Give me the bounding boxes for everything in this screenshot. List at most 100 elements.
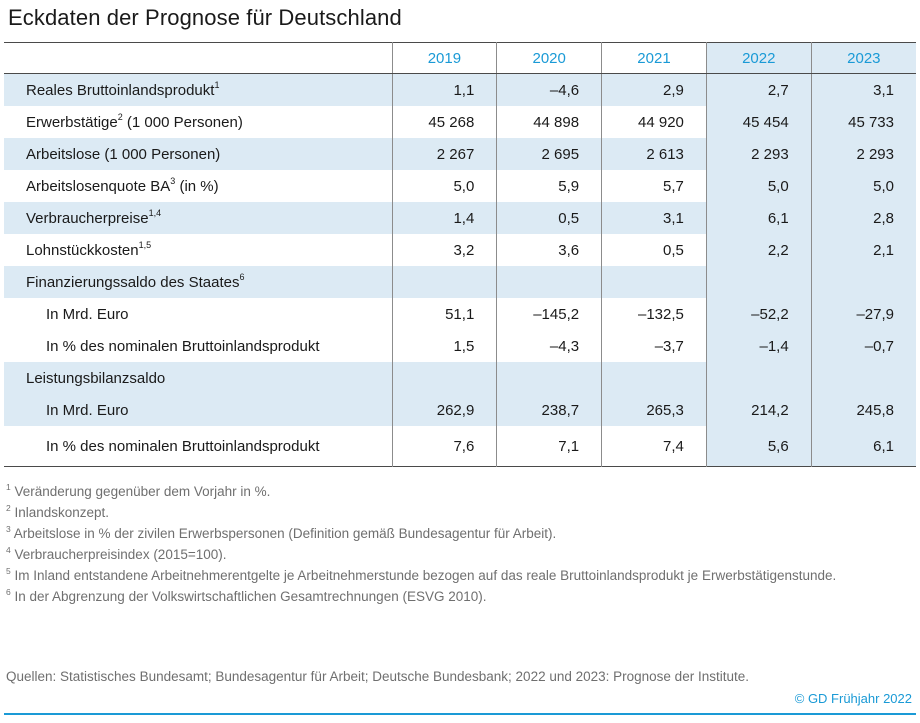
value-cell: 6,1 [705, 202, 812, 234]
forecast-table: 2019 2020 2021 2022 2023 Reales Bruttoin… [4, 42, 916, 467]
row-label: In % des nominalen Bruttoinlandsprodukt [46, 337, 320, 355]
value-cell: 45 733 [810, 106, 916, 138]
row-label: In Mrd. Euro [46, 305, 129, 323]
year-header: 2020 [496, 42, 602, 74]
table-row: Verbraucherpreise1,4 1,4 0,5 3,1 6,1 2,8 [4, 202, 916, 234]
table-row: Arbeitslose (1 000 Personen) 2 267 2 695… [4, 138, 916, 170]
value-cell: –4,3 [496, 330, 602, 362]
value-cell [601, 362, 707, 394]
footnote: 5 Im Inland entstandene Arbeitnehmerentg… [6, 565, 837, 583]
value-cell: 5,9 [496, 170, 602, 202]
value-cell: 51,1 [391, 298, 497, 330]
footnote: 2 Inlandskonzept. [6, 502, 110, 520]
value-cell: 245,8 [810, 394, 916, 426]
year-header-forecast: 2023 [810, 42, 916, 74]
row-label: Arbeitslose (1 000 Personen) [4, 138, 392, 170]
year-header: 2021 [601, 42, 707, 74]
table-row: In % des nominalen Bruttoinlandsprodukt … [4, 426, 916, 467]
value-cell: –132,5 [601, 298, 707, 330]
value-cell [391, 362, 497, 394]
value-cell: 0,5 [601, 234, 707, 266]
row-label: In % des nominalen Bruttoinlandsprodukt [46, 437, 320, 455]
value-cell: 7,6 [391, 426, 497, 467]
footnote-ref: 1,4 [148, 207, 162, 218]
value-cell: 45 268 [391, 106, 497, 138]
value-cell: 2 613 [601, 138, 707, 170]
value-cell: 44 898 [496, 106, 602, 138]
value-cell: –3,7 [601, 330, 707, 362]
footnote-ref: 1 [214, 79, 220, 90]
table-row: Arbeitslosenquote BA3 (in %) 5,0 5,9 5,7… [4, 170, 916, 202]
row-label: Lohnstückkosten1,5 [26, 239, 152, 259]
row-label: Finanzierungssaldo des Staates6 [4, 266, 392, 298]
value-cell [391, 266, 497, 298]
section-row: Leistungsbilanzsaldo [4, 362, 916, 394]
table-row: Reales Bruttoinlandsprodukt1 1,1 –4,6 2,… [4, 73, 916, 106]
value-cell: 5,0 [391, 170, 497, 202]
value-cell: 265,3 [601, 394, 707, 426]
value-cell: 45 454 [705, 106, 812, 138]
table-row: Lohnstückkosten1,5 3,2 3,6 0,5 2,2 2,1 [4, 234, 916, 266]
value-cell: 6,1 [810, 426, 916, 467]
value-cell: 3,1 [601, 202, 707, 234]
value-cell: 5,0 [705, 170, 812, 202]
value-cell: 2 267 [391, 138, 497, 170]
value-cell: 5,7 [601, 170, 707, 202]
bottom-divider [4, 713, 916, 715]
value-cell: 0,5 [496, 202, 602, 234]
footnote: 3 Arbeitslose in % der zivilen Erwerbspe… [6, 523, 557, 541]
copyright-note: © GD Frühjahr 2022 [794, 691, 912, 706]
footnote: 4 Verbraucherpreisindex (2015=100). [6, 544, 227, 562]
source-note: Quellen: Statistisches Bundesamt; Bundes… [6, 669, 749, 684]
footnote-ref: 3 [170, 175, 176, 186]
value-cell: –4,6 [496, 73, 602, 106]
footnote: 1 Veränderung gegenüber dem Vorjahr in %… [6, 481, 271, 499]
value-cell: 262,9 [391, 394, 497, 426]
footnote-ref: 1,5 [138, 239, 152, 250]
table-row: In Mrd. Euro 262,9 238,7 265,3 214,2 245… [4, 394, 916, 426]
value-cell: –27,9 [810, 298, 916, 330]
value-cell: –1,4 [705, 330, 812, 362]
table-row: In Mrd. Euro 51,1 –145,2 –132,5 –52,2 –2… [4, 298, 916, 330]
value-cell: 2,2 [705, 234, 812, 266]
row-label: Leistungsbilanzsaldo [4, 362, 392, 394]
footnote: 6 In der Abgrenzung der Volkswirtschaftl… [6, 586, 487, 604]
row-label: Erwerbstätige2 (1 000 Personen) [26, 111, 243, 131]
year-header: 2019 [391, 42, 497, 74]
value-cell: 238,7 [496, 394, 602, 426]
table-row: In % des nominalen Bruttoinlandsprodukt … [4, 330, 916, 362]
footnotes: 1 Veränderung gegenüber dem Vorjahr in %… [6, 481, 911, 607]
value-cell [810, 362, 916, 394]
value-cell [496, 362, 602, 394]
value-cell: 3,2 [391, 234, 497, 266]
row-label: In Mrd. Euro [4, 394, 392, 426]
value-cell: 44 920 [601, 106, 707, 138]
value-cell: 3,6 [496, 234, 602, 266]
value-cell: 1,5 [391, 330, 497, 362]
value-cell: –52,2 [705, 298, 812, 330]
value-cell [810, 266, 916, 298]
value-cell [705, 266, 812, 298]
header-row: 2019 2020 2021 2022 2023 [4, 42, 916, 74]
value-cell: 2 293 [705, 138, 812, 170]
page-title: Eckdaten der Prognose für Deutschland [8, 5, 402, 30]
value-cell: 7,4 [601, 426, 707, 467]
value-cell: 214,2 [705, 394, 812, 426]
value-cell: 2,9 [601, 73, 707, 106]
table-row: Erwerbstätige2 (1 000 Personen) 45 268 4… [4, 106, 916, 138]
value-cell: 2,8 [810, 202, 916, 234]
value-cell: 1,1 [391, 73, 497, 106]
value-cell: 2 293 [810, 138, 916, 170]
value-cell: –0,7 [810, 330, 916, 362]
value-cell: 5,6 [705, 426, 812, 467]
footnote-ref: 6 [239, 271, 245, 282]
value-cell: 2,7 [705, 73, 812, 106]
value-cell: 2,1 [810, 234, 916, 266]
value-cell [496, 266, 602, 298]
year-header-forecast: 2022 [705, 42, 812, 74]
row-label: Verbraucherpreise1,4 [4, 202, 392, 234]
value-cell: 7,1 [496, 426, 602, 467]
value-cell: 2 695 [496, 138, 602, 170]
value-cell: 1,4 [391, 202, 497, 234]
row-label: Arbeitslosenquote BA3 (in %) [26, 175, 219, 195]
